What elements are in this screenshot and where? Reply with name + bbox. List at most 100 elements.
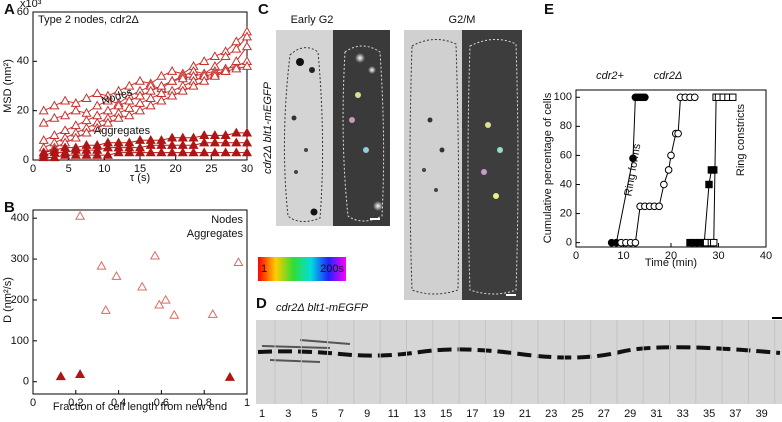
marker	[231, 147, 242, 157]
marker	[38, 135, 49, 144]
marker	[70, 105, 81, 115]
marker	[167, 147, 178, 157]
marker	[38, 117, 49, 127]
marker	[209, 137, 220, 147]
marker	[641, 93, 649, 102]
spot	[434, 188, 438, 192]
marker	[224, 372, 235, 381]
x-tick-label: 20	[665, 250, 677, 262]
y-axis-label: D (nm²/s)	[2, 277, 14, 323]
marker	[199, 130, 210, 139]
spot	[310, 208, 318, 216]
marker	[231, 63, 242, 73]
marker	[209, 130, 220, 139]
spot	[355, 53, 365, 63]
marker	[156, 147, 167, 157]
frame-label: 29	[624, 408, 636, 420]
marker	[113, 85, 124, 95]
marker	[49, 112, 60, 122]
marker	[199, 75, 210, 85]
frame-label: 13	[414, 408, 426, 420]
x-tick-label: 40	[760, 250, 772, 262]
marker	[231, 137, 242, 147]
marker	[231, 43, 242, 53]
marker	[241, 31, 253, 41]
image-color	[462, 30, 522, 300]
y-tick-label: 100	[11, 335, 29, 347]
marker	[209, 70, 220, 80]
y-tick-label: 20	[17, 105, 29, 117]
x-tick-label: 0.2	[68, 397, 83, 409]
marker	[177, 147, 188, 157]
marker	[102, 117, 113, 127]
x-tick-label: 25	[205, 163, 217, 175]
y-tick-label: 60	[17, 6, 29, 18]
frame-label: 23	[545, 408, 557, 420]
marker	[124, 80, 135, 90]
x-tick-label: 1	[244, 397, 250, 409]
y-tick-label: 0	[23, 376, 29, 388]
spot	[309, 67, 315, 73]
cell-outline	[467, 39, 519, 295]
marker	[156, 95, 167, 105]
marker	[177, 85, 188, 95]
marker	[96, 260, 107, 270]
marker	[60, 110, 71, 120]
marker	[81, 127, 92, 137]
cell-outline	[283, 47, 324, 222]
marker	[134, 147, 146, 157]
marker	[38, 105, 49, 115]
marker	[102, 95, 113, 105]
marker	[241, 61, 253, 70]
y-tick-label: 40	[560, 178, 572, 190]
x-axis-label: Time (min)	[645, 257, 697, 269]
marker	[113, 112, 124, 122]
marker	[231, 56, 242, 65]
marker	[209, 51, 220, 61]
spot	[497, 147, 503, 153]
marker	[188, 80, 199, 90]
spot	[373, 201, 383, 211]
marker	[75, 369, 86, 379]
spot	[355, 92, 361, 98]
marker	[60, 125, 71, 135]
annotation: cdr2Δ	[654, 70, 683, 82]
marker	[70, 132, 81, 142]
marker	[134, 75, 146, 85]
spot	[493, 193, 499, 199]
marker	[655, 202, 663, 211]
scale-bar	[506, 294, 516, 296]
y-tick-label: 300	[11, 253, 29, 265]
y-tick-label: 80	[560, 120, 572, 132]
spot	[349, 117, 355, 123]
image-gray	[404, 30, 462, 300]
annotation: cdr2+	[596, 70, 624, 82]
x-tick-label: 30	[241, 163, 253, 175]
spot	[422, 168, 426, 172]
marker	[231, 127, 242, 137]
spot	[485, 122, 491, 128]
marker	[220, 65, 231, 75]
marker	[199, 147, 210, 157]
legend-entry: Aggregates	[187, 228, 244, 240]
marker	[145, 100, 156, 110]
marker	[233, 257, 244, 266]
marker	[70, 149, 81, 159]
frame-label: 7	[338, 408, 344, 420]
chart-title: Type 2 nodes, cdr2Δ	[38, 14, 140, 26]
x-tick-label: 10	[98, 163, 110, 175]
marker	[145, 147, 156, 157]
marker	[154, 299, 165, 309]
marker	[92, 110, 103, 120]
frame-label: 15	[440, 408, 452, 420]
scale-bar	[772, 317, 782, 319]
marker	[124, 102, 135, 112]
marker	[710, 166, 718, 174]
x-axis-label: Fraction of cell length from new end	[53, 401, 227, 413]
y-tick-label: 200	[11, 294, 29, 306]
marker	[674, 129, 682, 138]
frame-label: 9	[364, 408, 370, 420]
frame-label: 31	[650, 408, 662, 420]
frame-label: 25	[571, 408, 583, 420]
